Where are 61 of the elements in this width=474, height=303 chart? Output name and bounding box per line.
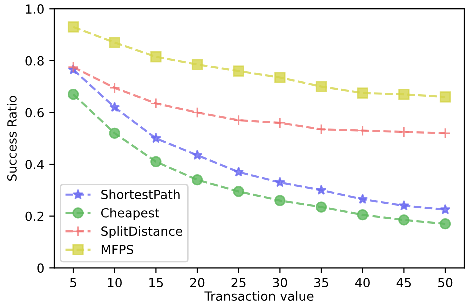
x-tick-label: 10 — [108, 278, 122, 288]
point — [234, 166, 244, 177]
point — [150, 51, 162, 63]
point — [150, 133, 162, 144]
point — [398, 126, 410, 138]
point — [150, 156, 162, 168]
x-tick-label: 40 — [356, 278, 370, 288]
point — [233, 114, 244, 126]
y-tick-label: 0 — [38, 264, 44, 274]
point — [316, 202, 328, 213]
point — [192, 150, 203, 160]
point — [68, 22, 80, 33]
point — [274, 195, 286, 206]
point — [357, 125, 368, 136]
point — [109, 82, 120, 94]
y-axis-title: Success Ratio — [7, 96, 17, 181]
legend-label: MFPS — [102, 245, 134, 254]
point — [440, 128, 452, 139]
x-tick-label: 35 — [314, 278, 328, 288]
point — [110, 102, 120, 112]
x-tick-label: 20 — [190, 278, 205, 288]
point — [192, 107, 204, 118]
point — [192, 59, 204, 70]
point — [274, 118, 286, 129]
point — [357, 209, 368, 221]
x-tick-label: 5 — [70, 278, 76, 288]
point — [398, 89, 410, 100]
y-tick-label: 0.2 — [26, 212, 44, 222]
point — [109, 128, 120, 139]
point — [316, 124, 328, 136]
point — [233, 186, 244, 198]
point — [398, 200, 410, 211]
x-tick-label: 15 — [150, 278, 164, 288]
point — [274, 72, 286, 84]
point — [233, 66, 244, 77]
y-tick-label: 0.6 — [26, 108, 44, 118]
legend-label: Cheapest — [101, 208, 160, 220]
point — [398, 214, 410, 226]
point — [68, 62, 80, 73]
point — [357, 88, 368, 99]
legend-label: SplitDistance — [102, 226, 182, 239]
x-tick-label: 30 — [273, 278, 288, 288]
point — [109, 37, 120, 48]
point — [358, 194, 368, 204]
point — [316, 184, 327, 196]
x-tick-label: 25 — [232, 278, 246, 288]
point — [440, 92, 452, 103]
y-tick-label: 0.8 — [26, 56, 44, 66]
point — [440, 218, 452, 230]
point — [440, 204, 451, 214]
point — [316, 81, 328, 92]
y-tick-label: 0.4 — [26, 160, 44, 170]
x-tick-label: 45 — [396, 278, 412, 288]
x-tick-label: 50 — [438, 278, 453, 288]
x-axis-title: Transaction value — [204, 291, 314, 302]
point — [274, 177, 286, 188]
point — [68, 89, 80, 100]
legend-label: ShortestPath — [102, 190, 180, 200]
point — [192, 174, 204, 186]
point — [150, 98, 162, 110]
y-tick-label: 1.0 — [26, 4, 44, 14]
